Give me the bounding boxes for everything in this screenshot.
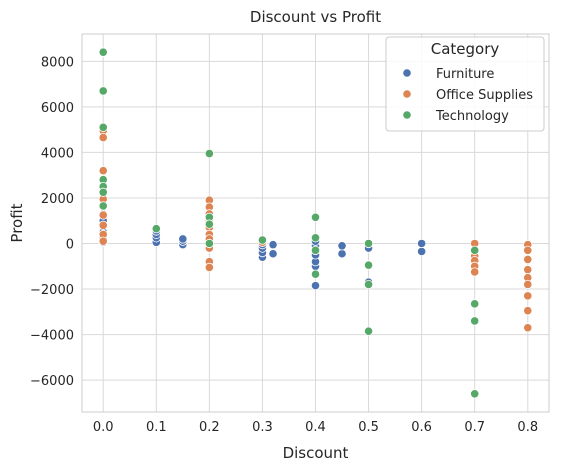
data-point xyxy=(98,86,108,96)
legend-label: Furniture xyxy=(436,67,494,82)
data-point xyxy=(337,241,347,251)
data-point xyxy=(523,279,533,290)
data-point xyxy=(310,212,321,222)
y-tick-label: 0 xyxy=(66,237,74,252)
data-point xyxy=(363,326,374,336)
data-points xyxy=(98,47,533,399)
data-point xyxy=(363,279,374,290)
data-point xyxy=(268,240,278,250)
data-point xyxy=(257,235,268,245)
y-tick-labels: −6000 −4000 −2000 0 2000 4000 6000 8000 xyxy=(30,55,74,389)
data-point xyxy=(98,166,108,176)
data-point xyxy=(204,238,214,249)
y-tick-label: 4000 xyxy=(41,146,74,161)
x-tick-label: 0.0 xyxy=(93,420,114,435)
x-tick-label: 0.2 xyxy=(199,420,220,435)
legend-label: Technology xyxy=(435,109,509,124)
data-point xyxy=(523,291,533,301)
data-point xyxy=(204,219,214,229)
data-point xyxy=(337,249,347,259)
y-axis-label: Profit xyxy=(8,203,26,242)
data-point xyxy=(310,281,321,291)
data-point xyxy=(523,306,533,316)
data-point xyxy=(470,267,480,277)
data-point xyxy=(363,238,374,249)
data-point xyxy=(310,233,321,243)
legend-title: Category xyxy=(431,40,500,58)
plot-frame xyxy=(81,33,550,413)
data-point xyxy=(98,201,108,211)
data-point xyxy=(523,323,533,333)
legend-marker xyxy=(402,89,412,99)
y-tick-label: −2000 xyxy=(30,283,74,298)
data-point xyxy=(523,265,533,275)
legend-marker xyxy=(402,110,412,120)
data-point xyxy=(470,245,480,255)
y-tick-label: 8000 xyxy=(41,55,74,70)
data-point xyxy=(204,262,214,273)
data-point xyxy=(470,389,480,399)
data-point xyxy=(204,148,214,159)
data-point xyxy=(417,246,427,257)
x-tick-label: 0.8 xyxy=(517,420,538,435)
data-point xyxy=(523,245,533,255)
data-point xyxy=(310,269,321,279)
x-tick-label: 0.1 xyxy=(146,420,167,435)
data-point xyxy=(470,299,480,309)
data-point xyxy=(98,210,108,220)
x-axis-label: Discount xyxy=(283,444,349,462)
legend-box xyxy=(385,36,545,132)
data-point xyxy=(98,133,108,143)
legend-items: Furniture Office Supplies Technology xyxy=(402,67,533,124)
data-point xyxy=(98,47,108,57)
data-point xyxy=(98,122,108,132)
x-tick-label: 0.7 xyxy=(464,420,485,435)
data-point xyxy=(310,245,321,255)
legend-label: Office Supplies xyxy=(436,88,533,103)
y-tick-label: −6000 xyxy=(30,374,74,389)
x-tick-label: 0.3 xyxy=(252,420,273,435)
data-point xyxy=(151,224,161,234)
x-tick-label: 0.5 xyxy=(358,420,379,435)
data-point xyxy=(470,316,480,326)
data-point xyxy=(363,260,374,270)
x-tick-label: 0.6 xyxy=(411,420,432,435)
y-tick-label: −4000 xyxy=(30,329,74,344)
legend-marker xyxy=(402,68,412,78)
data-point xyxy=(417,238,427,249)
x-tick-label: 0.4 xyxy=(305,420,326,435)
y-tick-label: 2000 xyxy=(41,192,74,207)
data-point xyxy=(523,254,533,265)
data-point xyxy=(98,187,108,197)
chart-title: Discount vs Profit xyxy=(250,8,381,26)
y-tick-label: 6000 xyxy=(41,101,74,116)
data-point xyxy=(268,249,278,259)
x-tick-labels: 0.0 0.1 0.2 0.3 0.4 0.5 0.6 0.7 0.8 xyxy=(93,420,538,435)
series-technology xyxy=(98,47,480,399)
data-point xyxy=(98,236,108,246)
data-point xyxy=(178,234,188,244)
legend: Category Furniture Office Supplies Technol… xyxy=(385,36,545,132)
data-point xyxy=(98,220,108,230)
